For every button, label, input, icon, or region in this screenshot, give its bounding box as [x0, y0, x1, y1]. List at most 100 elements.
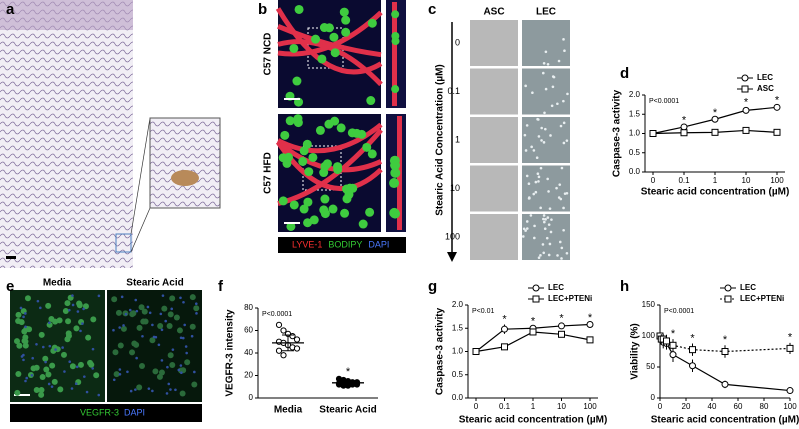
cell — [97, 393, 101, 397]
cell — [184, 345, 188, 348]
cell — [90, 316, 97, 323]
cell — [146, 305, 150, 309]
cell — [549, 134, 552, 137]
significance: * — [502, 313, 507, 325]
asc-image — [470, 20, 518, 66]
asc-image — [470, 214, 518, 260]
y-tick-label: 0 — [651, 393, 656, 402]
cell — [299, 204, 309, 214]
cell — [16, 342, 23, 349]
y-tick-label: 0 — [249, 393, 254, 402]
cell — [552, 75, 556, 79]
cell — [117, 342, 124, 349]
p-value: P<0.0001 — [262, 311, 292, 318]
cell — [560, 166, 564, 170]
cell — [174, 388, 177, 392]
cell — [48, 344, 52, 348]
cell — [546, 177, 549, 181]
x-tick-label: 0.1 — [499, 402, 511, 411]
vessel — [277, 39, 383, 87]
x-tick-label: 10 — [557, 402, 566, 411]
y-tick-label: 100 — [642, 331, 656, 340]
marker — [742, 126, 750, 134]
cell — [541, 71, 545, 75]
cell — [284, 152, 294, 162]
cell — [112, 349, 119, 356]
stain-legend — [10, 404, 202, 422]
y-tick-label: 1.5 — [452, 323, 464, 332]
cell — [562, 99, 565, 103]
cell — [339, 7, 349, 17]
row-label: 0 — [455, 37, 460, 47]
cell — [91, 347, 95, 351]
cell — [341, 15, 351, 25]
cell — [118, 326, 121, 329]
cell — [289, 200, 299, 210]
cell — [24, 295, 31, 302]
stain-label: LYVE-1 — [292, 239, 322, 249]
column-label: Stearic Acid — [126, 278, 183, 289]
cell — [141, 334, 144, 338]
cell — [362, 142, 372, 152]
marker — [724, 284, 732, 292]
marker — [773, 128, 781, 136]
cell — [39, 306, 42, 310]
cell — [345, 183, 355, 193]
x-tick-label: 0 — [651, 176, 656, 185]
cell — [169, 361, 176, 368]
cell — [70, 387, 74, 390]
cell — [115, 309, 122, 316]
cell — [31, 356, 34, 360]
cell — [22, 315, 25, 319]
cell — [559, 197, 563, 201]
panel-label: b — [258, 1, 267, 18]
cell — [523, 133, 527, 137]
panel-label: h — [620, 278, 629, 295]
y-tick-label: 0.0 — [629, 167, 641, 176]
significance: * — [559, 313, 564, 325]
cell — [156, 373, 163, 380]
cell — [113, 371, 120, 378]
y-tick-label: 1.0 — [452, 347, 464, 356]
cell — [63, 370, 66, 373]
cell — [524, 229, 527, 232]
cell — [122, 324, 125, 327]
cell — [558, 240, 562, 244]
cell — [124, 312, 128, 316]
cell — [537, 118, 540, 121]
scale-bar — [284, 222, 300, 224]
data-point — [293, 336, 301, 343]
cell — [48, 316, 55, 323]
cell — [161, 305, 168, 312]
cell — [566, 92, 569, 96]
cell — [562, 38, 565, 41]
marker — [532, 284, 540, 292]
scale-bar — [14, 394, 30, 396]
marker — [586, 336, 594, 344]
cell — [76, 310, 80, 313]
cell — [111, 296, 118, 303]
cell — [539, 166, 543, 170]
marker — [741, 85, 749, 93]
cell — [36, 299, 40, 303]
cell — [540, 139, 543, 142]
cell — [177, 368, 181, 372]
marker — [711, 128, 719, 136]
cell — [194, 302, 198, 306]
cell — [544, 218, 547, 221]
cell — [537, 135, 541, 138]
marker — [529, 328, 537, 336]
marker — [558, 330, 565, 338]
cell — [159, 312, 163, 316]
vessel — [277, 128, 383, 206]
cell — [149, 337, 156, 344]
cell — [391, 85, 400, 94]
data-point — [293, 345, 301, 352]
marker — [773, 103, 781, 111]
cell — [65, 332, 72, 339]
panel-label: f — [218, 278, 224, 295]
x-tick-label: 60 — [734, 402, 743, 411]
cell — [193, 305, 200, 312]
cell — [294, 4, 304, 14]
cell — [136, 324, 143, 331]
